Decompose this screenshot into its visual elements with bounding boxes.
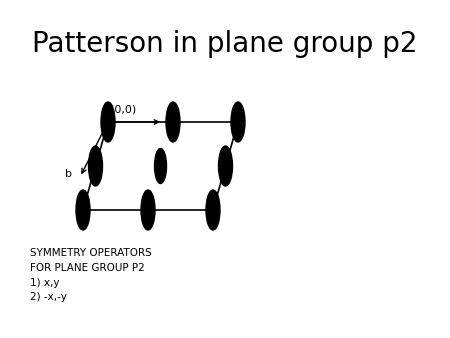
Ellipse shape bbox=[154, 148, 166, 184]
Ellipse shape bbox=[206, 190, 220, 230]
Ellipse shape bbox=[76, 190, 90, 230]
Ellipse shape bbox=[219, 146, 233, 186]
Text: b: b bbox=[65, 169, 72, 179]
Ellipse shape bbox=[231, 102, 245, 142]
Text: a: a bbox=[167, 117, 174, 127]
Text: Patterson in plane group p2: Patterson in plane group p2 bbox=[32, 30, 418, 58]
Text: (0,0): (0,0) bbox=[110, 104, 136, 114]
Ellipse shape bbox=[101, 102, 115, 142]
Ellipse shape bbox=[166, 102, 180, 142]
Text: SYMMETRY OPERATORS
FOR PLANE GROUP P2
1) x,y
2) -x,-y: SYMMETRY OPERATORS FOR PLANE GROUP P2 1)… bbox=[30, 248, 152, 303]
Ellipse shape bbox=[141, 190, 155, 230]
Ellipse shape bbox=[89, 146, 103, 186]
